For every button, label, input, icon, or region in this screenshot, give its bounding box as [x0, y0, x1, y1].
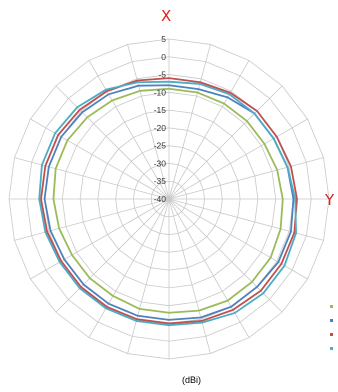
radial-tick-label: -40 — [154, 194, 167, 204]
radial-tick-label: 0 — [161, 52, 166, 62]
radial-tick-label: -10 — [154, 87, 167, 97]
grid-spoke — [88, 60, 170, 200]
radial-tick-labels: 5 0 -5 -10 -15 -20 -25 -30 -35 -40 — [154, 34, 167, 204]
series-line-1 — [52, 87, 284, 314]
grid-spoke — [14, 157, 170, 200]
legend-swatch — [330, 333, 333, 336]
grid-spoke — [168, 157, 324, 200]
polar-grid — [8, 38, 330, 360]
radial-tick-label: -25 — [154, 141, 167, 151]
grid-spoke — [55, 85, 170, 200]
legend-swatch — [330, 319, 333, 322]
grid-spoke — [30, 198, 170, 280]
radial-tick-label: -35 — [154, 176, 167, 186]
grid-spoke — [127, 198, 170, 354]
series-group — [38, 77, 298, 327]
grid-spoke — [168, 44, 211, 200]
grid-spoke — [168, 198, 283, 313]
unit-label: (dBi) — [182, 375, 202, 385]
grid-spoke — [127, 44, 170, 200]
grid-spoke — [168, 60, 250, 200]
legend-swatch — [330, 305, 333, 308]
radial-tick-label: -15 — [154, 105, 167, 115]
grid-spoke — [168, 85, 283, 200]
grid-spoke — [168, 198, 250, 338]
grid-spoke — [14, 198, 170, 241]
grid-spoke — [168, 198, 324, 241]
radial-tick-label: -20 — [154, 123, 167, 133]
series-line-4 — [38, 80, 297, 327]
grid-spoke — [88, 198, 170, 338]
radial-tick-label: 5 — [161, 34, 166, 44]
grid-spoke — [168, 118, 308, 200]
series-line-3 — [40, 77, 298, 325]
radial-tick-label: -30 — [154, 158, 167, 168]
legend-swatch — [330, 347, 333, 350]
grid-spoke — [168, 198, 211, 354]
radial-tick-label: -5 — [158, 70, 166, 80]
grid-spoke — [30, 118, 170, 200]
axis-label-top: X — [161, 7, 172, 25]
grid-spoke — [55, 198, 170, 313]
axis-label-right: Y — [325, 191, 335, 209]
